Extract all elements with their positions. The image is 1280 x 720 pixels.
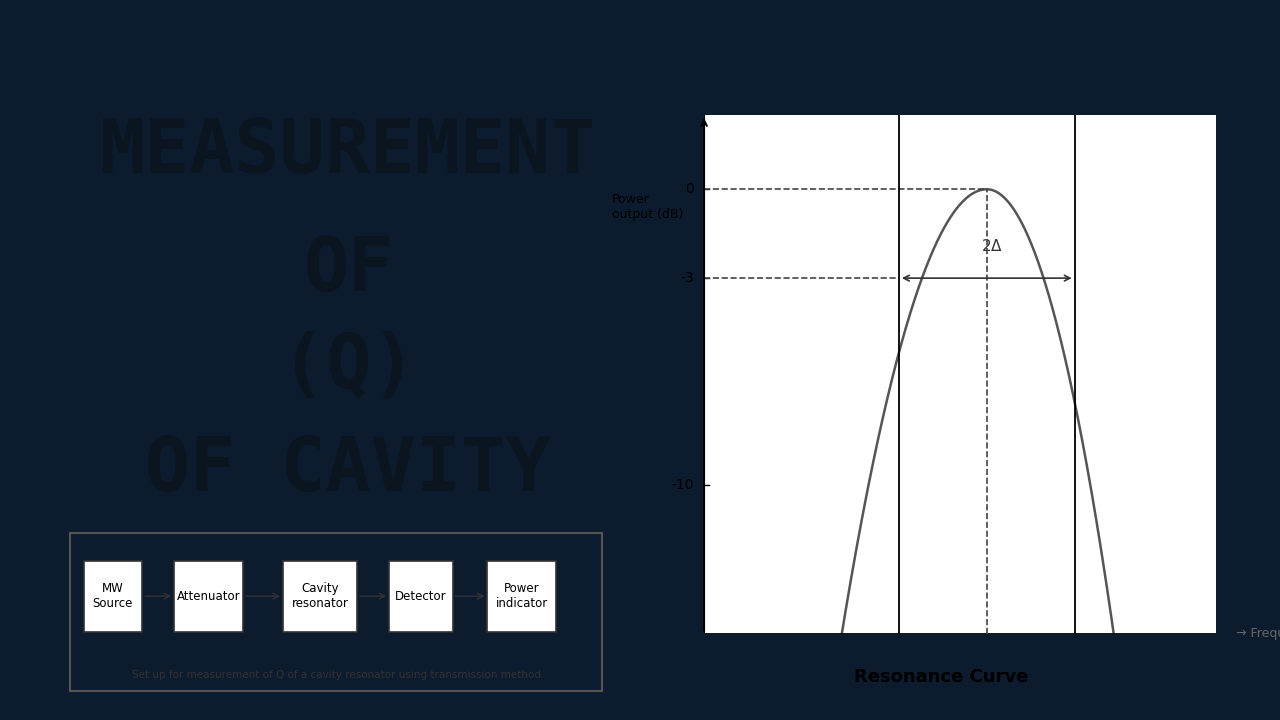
- Text: Resonance Curve: Resonance Curve: [854, 668, 1028, 685]
- Bar: [83, 560, 142, 632]
- Text: -10: -10: [672, 479, 694, 492]
- Text: Cavity
resonator: Cavity resonator: [292, 582, 348, 610]
- Text: Set up for measurement of Q of a cavity resonator using transmission method: Set up for measurement of Q of a cavity …: [132, 670, 540, 680]
- Text: → Frequency: → Frequency: [1235, 627, 1280, 640]
- Text: MEASUREMENT: MEASUREMENT: [100, 116, 596, 189]
- Text: Power
indicator: Power indicator: [495, 582, 548, 610]
- Bar: [488, 560, 557, 632]
- Bar: [174, 560, 243, 632]
- Text: Power
output (dB): Power output (dB): [612, 193, 684, 221]
- Text: 0: 0: [686, 182, 694, 197]
- Bar: [389, 560, 453, 632]
- Text: Detector: Detector: [396, 590, 447, 603]
- Text: OF: OF: [303, 234, 393, 307]
- Text: MW
Source: MW Source: [92, 582, 133, 610]
- Text: Attenuator: Attenuator: [177, 590, 241, 603]
- Text: (Q): (Q): [280, 330, 416, 403]
- Text: OF CAVITY: OF CAVITY: [146, 434, 552, 507]
- Text: $2\Delta$: $2\Delta$: [980, 238, 1002, 254]
- Text: -3: -3: [681, 271, 694, 285]
- Bar: [283, 560, 357, 632]
